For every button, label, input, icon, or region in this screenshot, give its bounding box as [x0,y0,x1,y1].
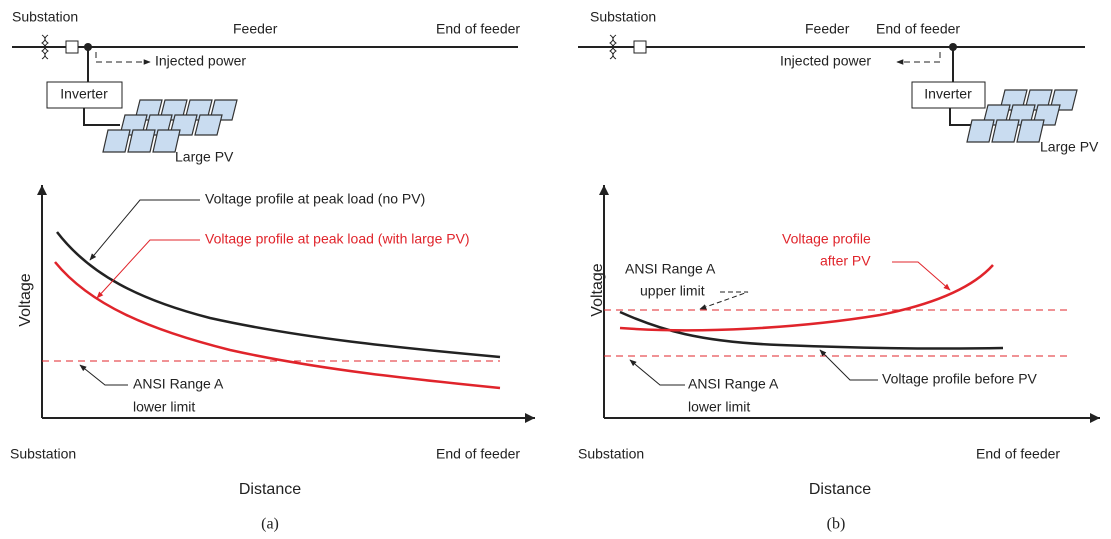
caption: (b) [827,516,846,533]
annotation: Voltage profile before PV [882,371,1038,387]
axis-arrows [599,185,1100,423]
panel-b: Substation Feeder End of feeder Injected… [578,9,1100,533]
before-pv-curve [619,310,1004,350]
pv-wire [83,108,120,126]
breaker [633,40,647,54]
annotation: ANSI Range A [625,261,716,277]
injected-label: Injected power [780,53,871,69]
after-pv-curve [619,264,994,332]
annotation: Voltage profile at peak load (no PV) [205,191,425,207]
axes [41,185,535,419]
inverter-label: Inverter [924,86,972,102]
power-arrow [896,52,941,65]
annotation: ANSI Range A [688,376,779,392]
pointer [892,261,951,291]
x-axis-label: Distance [239,481,301,498]
caption: (a) [261,516,279,533]
inverter-label: Inverter [60,86,108,102]
x-end: End of feeder [976,446,1060,462]
annotation: after PV [820,253,871,269]
pointer [819,349,878,381]
end-label: End of feeder [876,21,960,37]
feeder-label: Feeder [233,21,278,37]
pv-label: Large PV [1040,139,1099,155]
substation-label: Substation [590,9,656,25]
annotation: Voltage profile at peak load (with large… [205,231,470,247]
end-label: End of feeder [436,21,520,37]
annotation: lower limit [688,399,750,415]
transformer [41,34,49,60]
pointer [79,364,128,386]
injected-label: Injected power [155,53,246,69]
no-pv-curve [56,231,501,359]
power-arrow [95,52,151,65]
annotation: lower limit [133,399,195,415]
inverter-box [911,81,986,109]
x-axis-label: Distance [809,481,871,498]
pv-curve [54,261,501,390]
axis-arrows [37,185,535,423]
x-start: Substation [10,446,76,462]
x-start: Substation [578,446,644,462]
x-end: End of feeder [436,446,520,462]
feeder-label: Feeder [805,21,850,37]
y-axis-label: Voltage [17,273,34,326]
pointer [699,291,749,310]
substation-label: Substation [12,9,78,25]
pointer [96,239,200,299]
annotation: ANSI Range A [133,376,224,392]
pointer [89,199,200,261]
annotation: Voltage profile [782,231,871,247]
pointer [629,359,685,386]
breaker [65,40,79,54]
annotation: upper limit [640,283,705,299]
axes [603,185,1100,419]
pv-label: Large PV [175,149,234,165]
panel-a: Substation Feeder End of feeder Injected… [10,9,535,533]
pv-array [102,99,238,153]
transformer [609,34,617,60]
pv-array [966,89,1078,143]
y-axis-label: Voltage [589,263,606,316]
